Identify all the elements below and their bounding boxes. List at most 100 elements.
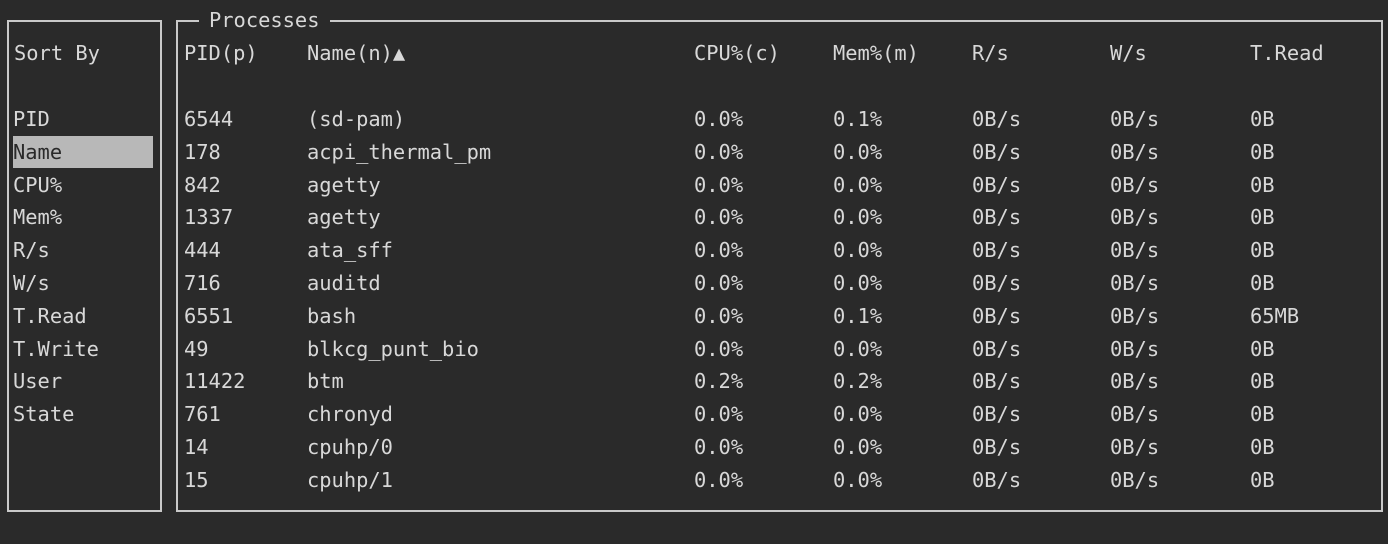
table-cell: 0B/s [972, 402, 1022, 427]
table-cell: 0.1% [833, 303, 883, 328]
table-cell: 0B/s [972, 238, 1022, 263]
table-cell: 0.0% [694, 107, 744, 131]
table-cell: chronyd [307, 402, 393, 427]
table-cell: 0B/s [1110, 205, 1160, 230]
table-cell: 0B/s [1110, 467, 1160, 492]
table-cell: 0.0% [833, 435, 883, 459]
table-cell: 11422 [184, 369, 246, 394]
table-cell: 0.2% [833, 369, 883, 394]
table-cell: 0.0% [694, 467, 744, 492]
table-cell: 0B/s [972, 172, 1022, 197]
table-cell: bash [307, 303, 357, 328]
table-cell: 0B/s [972, 336, 1022, 361]
sort-option-state[interactable]: State [13, 402, 75, 427]
sort-option-r-s[interactable]: R/s [13, 238, 50, 263]
column-header[interactable]: R/s [972, 41, 1009, 65]
table-cell: (sd-pam) [307, 107, 406, 131]
table-cell: cpuhp/0 [307, 435, 393, 459]
table-cell: 0B/s [1110, 172, 1160, 197]
table-cell: 0.0% [694, 205, 744, 230]
sort-option-pid[interactable]: PID [13, 107, 50, 131]
table-cell: 0.0% [833, 238, 883, 263]
table-cell: 0.0% [694, 238, 744, 263]
table-cell: 0B/s [972, 139, 1022, 164]
column-header[interactable]: Mem%(m) [833, 41, 919, 65]
table-cell: 0B [1250, 139, 1275, 164]
column-header[interactable]: Name(n)▲ [307, 41, 406, 65]
sort-option-t-write[interactable]: T.Write [13, 336, 99, 361]
table-cell: 0B [1250, 336, 1275, 361]
table-cell: 716 [184, 271, 221, 295]
table-cell: 0B/s [972, 107, 1022, 131]
table-cell: 0B/s [1110, 303, 1160, 328]
table-cell: 0.0% [694, 336, 744, 361]
sort-by-title: Sort By [14, 41, 100, 65]
table-cell: 0.1% [833, 107, 883, 131]
table-cell: 0.0% [694, 435, 744, 459]
sort-option-name[interactable]: Name [13, 135, 153, 168]
processes-title: Processes [199, 6, 330, 34]
table-cell: 0B/s [1110, 271, 1160, 295]
table-cell: 0B/s [1110, 336, 1160, 361]
table-cell: blkcg_punt_bio [307, 336, 479, 361]
table-cell: 0B/s [1110, 435, 1160, 459]
table-cell: 0.0% [694, 271, 744, 295]
column-header[interactable]: T.Read [1250, 41, 1324, 65]
table-cell: 0.0% [833, 172, 883, 197]
table-cell: agetty [307, 172, 381, 197]
table-cell: auditd [307, 271, 381, 295]
table-cell: 0B/s [1110, 402, 1160, 427]
table-cell: 0B/s [972, 369, 1022, 394]
table-cell: 15 [184, 467, 209, 492]
processes-panel [176, 20, 1383, 512]
table-cell: 0.0% [833, 271, 883, 295]
table-cell: 0.0% [694, 139, 744, 164]
table-cell: 0B/s [1110, 238, 1160, 263]
table-cell: 0B/s [972, 435, 1022, 459]
column-header[interactable]: PID(p) [184, 41, 258, 65]
table-cell: 0B/s [972, 271, 1022, 295]
table-cell: btm [307, 369, 344, 394]
table-cell: 0.0% [694, 172, 744, 197]
table-cell: 0.2% [694, 369, 744, 394]
table-cell: 0B/s [972, 467, 1022, 492]
table-cell: 49 [184, 336, 209, 361]
table-cell: 0.0% [833, 467, 883, 492]
table-cell: 0B [1250, 107, 1275, 131]
table-cell: acpi_thermal_pm [307, 139, 492, 164]
table-cell: 0B [1250, 369, 1275, 394]
table-cell: 65MB [1250, 303, 1300, 328]
table-cell: 0B [1250, 271, 1275, 295]
table-cell: 1337 [184, 205, 234, 230]
table-cell: agetty [307, 205, 381, 230]
table-cell: 0B/s [972, 303, 1022, 328]
table-cell: 444 [184, 238, 221, 263]
table-cell: 0B/s [1110, 139, 1160, 164]
table-cell: 0.0% [694, 402, 744, 427]
column-header[interactable]: W/s [1110, 41, 1147, 65]
table-cell: 6544 [184, 107, 234, 131]
sort-option-w-s[interactable]: W/s [13, 271, 50, 295]
table-cell: 0B [1250, 435, 1275, 459]
table-cell: ata_sff [307, 238, 393, 263]
column-header[interactable]: CPU%(c) [694, 41, 780, 65]
table-cell: 14 [184, 435, 209, 459]
sort-option-t-read[interactable]: T.Read [13, 303, 87, 328]
table-cell: 0.0% [694, 303, 744, 328]
table-cell: 0B/s [1110, 107, 1160, 131]
table-cell: cpuhp/1 [307, 467, 393, 492]
sort-by-panel [7, 20, 162, 512]
table-cell: 178 [184, 139, 221, 164]
table-cell: 0.0% [833, 336, 883, 361]
table-cell: 0.0% [833, 402, 883, 427]
sort-option-cpu-[interactable]: CPU% [13, 172, 63, 197]
table-cell: 842 [184, 172, 221, 197]
table-cell: 6551 [184, 303, 234, 328]
table-cell: 0B [1250, 402, 1275, 427]
table-cell: 761 [184, 402, 221, 427]
table-cell: 0B [1250, 467, 1275, 492]
table-cell: 0B/s [972, 205, 1022, 230]
sort-option-user[interactable]: User [13, 369, 63, 394]
sort-option-mem-[interactable]: Mem% [13, 205, 63, 230]
table-cell: 0B [1250, 238, 1275, 263]
